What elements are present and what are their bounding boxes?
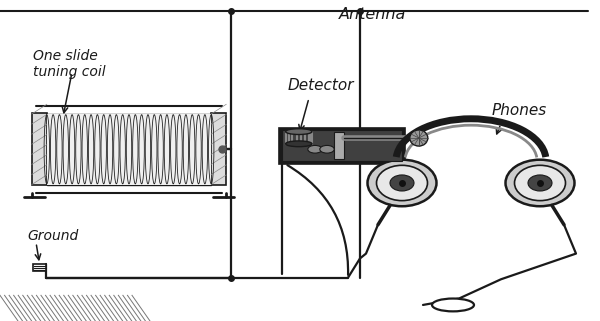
Text: Phones: Phones <box>491 103 547 118</box>
Text: Antenna: Antenna <box>338 7 406 22</box>
Bar <box>32 113 47 185</box>
Bar <box>211 113 226 185</box>
Ellipse shape <box>505 160 575 206</box>
Ellipse shape <box>410 130 428 146</box>
Bar <box>282 130 402 160</box>
Ellipse shape <box>528 175 552 191</box>
Circle shape <box>320 145 334 153</box>
Ellipse shape <box>377 165 427 201</box>
Bar <box>33 264 46 271</box>
Circle shape <box>308 145 322 153</box>
Ellipse shape <box>432 299 474 311</box>
Bar <box>279 128 405 164</box>
Text: One slide
tuning coil: One slide tuning coil <box>33 49 106 79</box>
Ellipse shape <box>286 141 312 147</box>
Ellipse shape <box>286 129 312 134</box>
Ellipse shape <box>515 165 566 201</box>
Bar <box>334 132 344 159</box>
Ellipse shape <box>390 175 414 191</box>
Bar <box>47 114 211 185</box>
Text: Detector: Detector <box>288 78 354 92</box>
Text: Ground: Ground <box>27 229 78 243</box>
Ellipse shape <box>367 160 437 206</box>
